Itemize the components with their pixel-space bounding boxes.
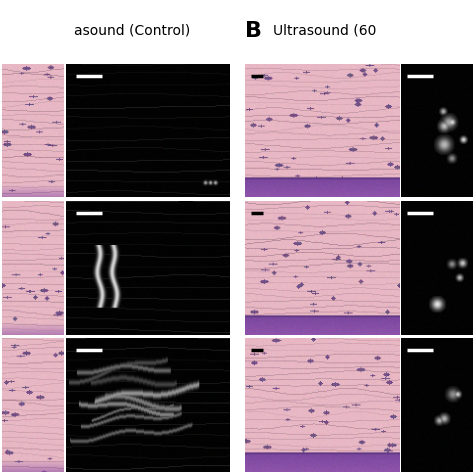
Text: Ultrasound (60: Ultrasound (60 xyxy=(273,24,377,38)
Text: B: B xyxy=(245,21,262,41)
Text: asound (Control): asound (Control) xyxy=(74,24,191,38)
